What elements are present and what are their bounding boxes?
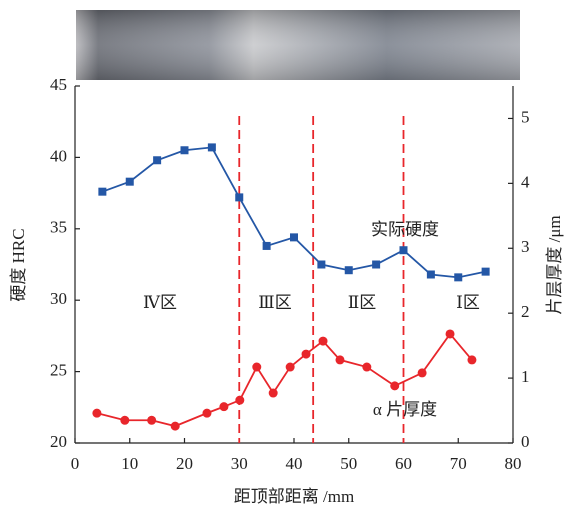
- sample-photo-shade: [76, 10, 520, 80]
- data-point: [362, 362, 372, 372]
- data-point: [390, 381, 400, 391]
- y2-tick-label: 1: [521, 367, 530, 386]
- zone-label: Ⅱ区: [348, 293, 377, 312]
- series-label: 实际硬度: [371, 220, 439, 239]
- data-point: [344, 266, 353, 275]
- data-point: [207, 143, 216, 152]
- data-point: [262, 241, 271, 250]
- x-tick-label: 30: [231, 454, 248, 473]
- data-point: [153, 156, 162, 165]
- x-tick-label: 60: [395, 454, 412, 473]
- y2-tick-label: 5: [521, 107, 530, 126]
- data-point: [290, 233, 298, 242]
- data-point: [202, 408, 212, 418]
- data-point: [481, 267, 490, 276]
- x-tick-label: 50: [340, 454, 357, 473]
- y-tick-label: 40: [50, 146, 67, 165]
- data-point: [268, 388, 278, 398]
- zone-label: Ⅳ区: [143, 293, 177, 312]
- x-tick-label: 10: [121, 454, 138, 473]
- data-point: [454, 273, 463, 282]
- y-axis-label: 硬度 HRC: [9, 228, 28, 301]
- data-point: [335, 355, 345, 365]
- x-tick-label: 80: [505, 454, 522, 473]
- y2-tick-label: 4: [521, 172, 530, 191]
- data-point: [120, 415, 130, 425]
- y2-tick-label: 3: [521, 237, 530, 256]
- series-label: α 片厚度: [373, 400, 437, 419]
- data-point: [467, 355, 477, 365]
- y2-axis-label: 片层厚度 /μm: [545, 215, 564, 314]
- y-tick-label: 35: [50, 218, 67, 237]
- y-tick-label: 45: [50, 75, 67, 94]
- zone-label: Ⅰ区: [456, 293, 480, 312]
- y2-tick-label: 0: [521, 432, 530, 451]
- data-point: [252, 362, 262, 372]
- series-line: [102, 146, 486, 279]
- data-point: [125, 177, 134, 186]
- data-point: [372, 260, 381, 269]
- data-point: [235, 193, 244, 202]
- data-point: [301, 349, 311, 359]
- x-tick-label: 0: [71, 454, 80, 473]
- x-tick-label: 20: [176, 454, 193, 473]
- data-point: [417, 368, 427, 378]
- data-point: [147, 415, 157, 425]
- data-point: [92, 408, 102, 418]
- zone-label: Ⅲ区: [258, 293, 291, 312]
- data-point: [180, 146, 189, 155]
- y2-tick-label: 2: [521, 302, 530, 321]
- data-point: [219, 402, 229, 412]
- data-point: [285, 362, 295, 372]
- data-point: [170, 421, 180, 431]
- x-tick-label: 40: [286, 454, 303, 473]
- x-tick-label: 70: [450, 454, 467, 473]
- data-point: [317, 260, 326, 269]
- data-point: [235, 395, 245, 405]
- data-point: [426, 270, 435, 279]
- data-point: [399, 246, 408, 255]
- y-tick-label: 30: [50, 289, 67, 308]
- y-tick-label: 20: [50, 432, 67, 451]
- data-point: [98, 187, 107, 196]
- y-tick-label: 25: [50, 361, 67, 380]
- data-point: [318, 336, 328, 346]
- x-axis-label: 距顶部距离 /mm: [234, 487, 354, 506]
- data-point: [445, 329, 455, 339]
